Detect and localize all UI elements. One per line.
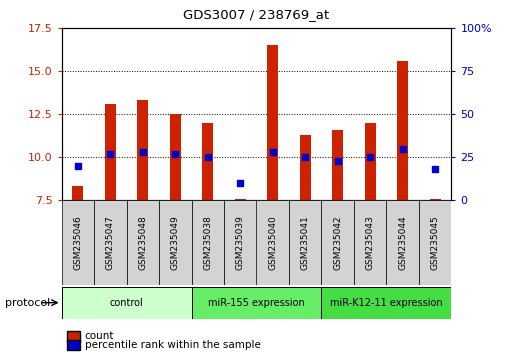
Bar <box>127 200 159 285</box>
Point <box>171 151 180 156</box>
Bar <box>354 200 386 285</box>
Bar <box>105 104 116 200</box>
Bar <box>429 199 441 200</box>
Point <box>74 163 82 169</box>
Text: protocol: protocol <box>5 298 50 308</box>
Bar <box>159 200 191 285</box>
Point <box>399 146 407 152</box>
Point <box>301 154 309 160</box>
Bar <box>191 200 224 285</box>
Text: miR-K12-11 expression: miR-K12-11 expression <box>330 298 443 308</box>
Point <box>236 180 244 185</box>
Bar <box>72 186 84 200</box>
Point <box>333 158 342 163</box>
Bar <box>191 287 322 319</box>
Text: GSM235039: GSM235039 <box>236 215 245 270</box>
Bar <box>322 200 354 285</box>
Point <box>139 149 147 155</box>
Bar <box>137 99 148 200</box>
Bar <box>322 287 451 319</box>
Bar <box>170 114 181 200</box>
Bar <box>397 61 408 200</box>
Bar <box>202 123 213 200</box>
Text: miR-155 expression: miR-155 expression <box>208 298 305 308</box>
Point <box>204 154 212 160</box>
Text: GSM235041: GSM235041 <box>301 215 310 270</box>
Text: GSM235040: GSM235040 <box>268 215 277 270</box>
Text: GSM235044: GSM235044 <box>398 215 407 270</box>
Bar <box>224 200 256 285</box>
Text: GSM235048: GSM235048 <box>139 215 147 270</box>
Bar <box>94 200 127 285</box>
Text: GDS3007 / 238769_at: GDS3007 / 238769_at <box>184 8 329 21</box>
Text: GSM235047: GSM235047 <box>106 215 115 270</box>
Bar <box>256 200 289 285</box>
Bar <box>332 131 343 200</box>
Text: GSM235038: GSM235038 <box>203 215 212 270</box>
Text: control: control <box>110 298 144 308</box>
Text: GSM235043: GSM235043 <box>366 215 374 270</box>
Text: count: count <box>85 331 114 341</box>
Bar <box>234 199 246 200</box>
Text: GSM235049: GSM235049 <box>171 215 180 270</box>
Point <box>366 154 374 160</box>
Text: GSM235045: GSM235045 <box>431 215 440 270</box>
Bar <box>267 46 279 200</box>
Point <box>431 166 439 172</box>
Point <box>269 149 277 155</box>
Bar <box>62 200 94 285</box>
Bar <box>365 123 376 200</box>
Bar <box>386 200 419 285</box>
Text: percentile rank within the sample: percentile rank within the sample <box>85 340 261 350</box>
Text: GSM235046: GSM235046 <box>73 215 82 270</box>
Bar <box>419 200 451 285</box>
Point <box>106 151 114 156</box>
Bar <box>289 200 322 285</box>
Bar <box>300 135 311 200</box>
Bar <box>62 287 191 319</box>
Text: GSM235042: GSM235042 <box>333 215 342 270</box>
